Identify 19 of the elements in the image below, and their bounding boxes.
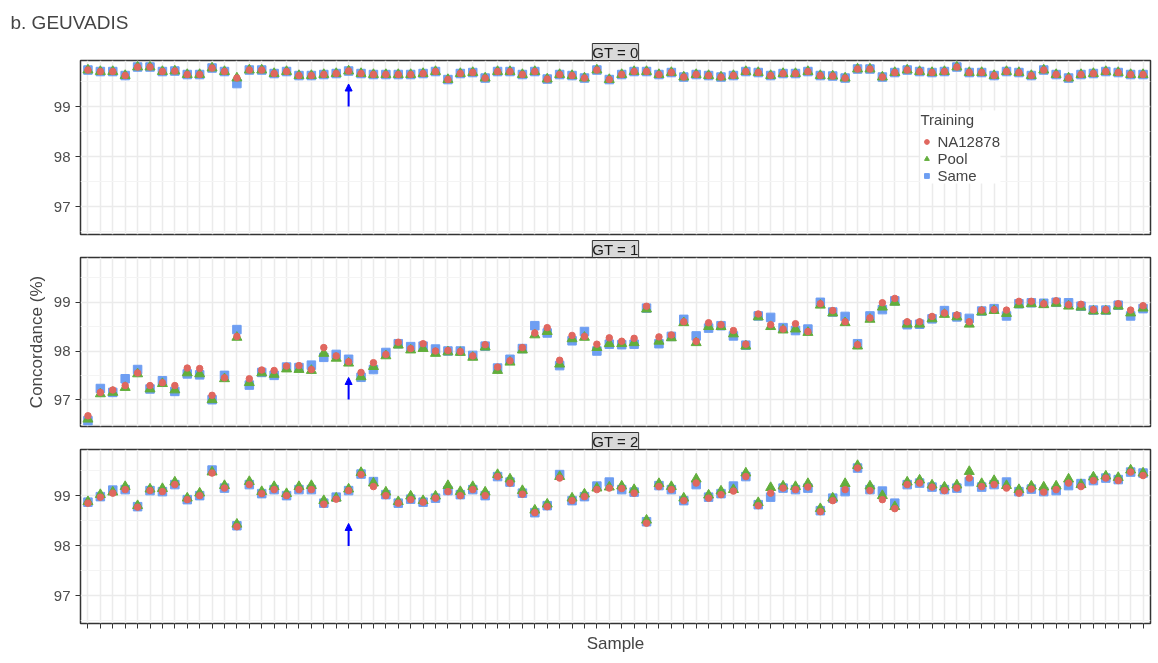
y-axis-title: Concordance (%)	[26, 275, 46, 409]
y-tick-label: 97	[53, 390, 71, 408]
x-axis-title: Sample	[586, 633, 645, 653]
y-tick-label: 99	[53, 486, 71, 504]
legend-title: Training	[920, 110, 976, 128]
chart-subtitle: GT = 1	[592, 240, 639, 258]
chart-title: b. GEUVADIS	[10, 11, 129, 33]
y-tick-label: 99	[53, 293, 71, 311]
legend-label: Pool	[937, 149, 968, 167]
y-tick-label: 98	[53, 147, 71, 165]
y-tick-label: 99	[53, 97, 71, 115]
y-tick-label: 97	[53, 197, 71, 215]
legend-label: Same	[937, 166, 977, 184]
chart-subtitle: GT = 0	[592, 43, 639, 61]
legend-label: NA12878	[937, 132, 1000, 150]
chart-subtitle: GT = 2	[592, 432, 639, 450]
y-tick-label: 97	[53, 586, 71, 604]
y-tick-label: 98	[53, 342, 71, 360]
y-tick-label: 98	[53, 536, 71, 554]
